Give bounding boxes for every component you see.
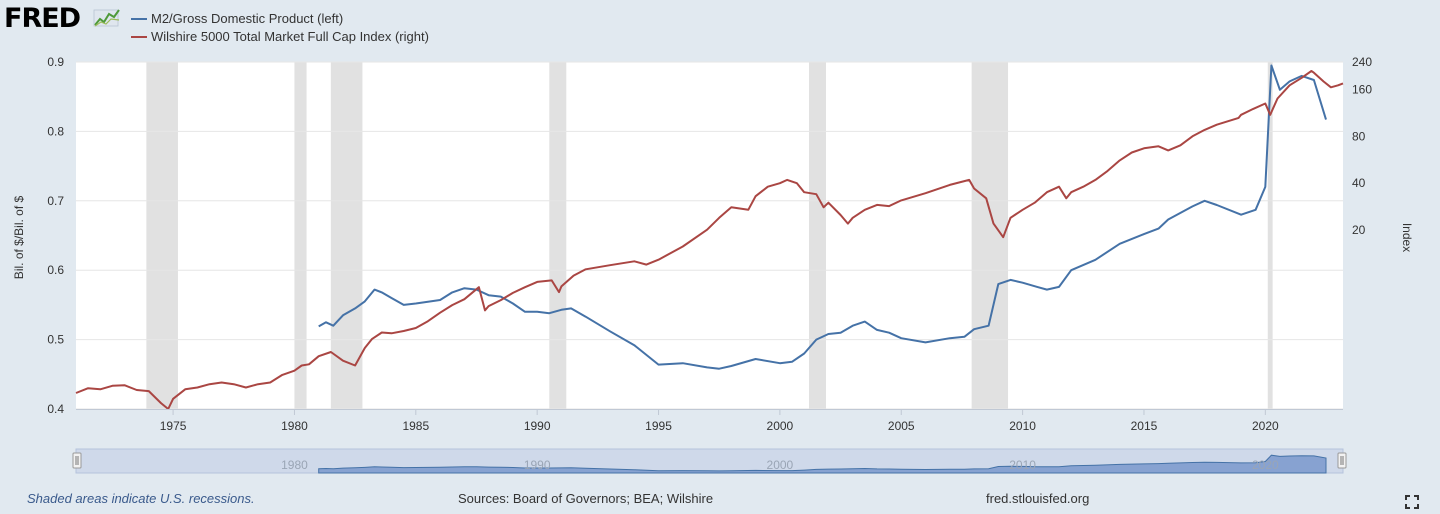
left-tick-label: 0.6	[47, 263, 64, 277]
x-tick-label: 2010	[1009, 419, 1036, 433]
x-tick-label: 1985	[402, 419, 429, 433]
range-navigator: 1980 1990 2000 2010 2020	[72, 448, 1347, 474]
legend-label: Wilshire 5000 Total Market Full Cap Inde…	[151, 29, 429, 44]
navigator-handle-right[interactable]	[1337, 452, 1347, 469]
left-tick-label: 0.7	[47, 194, 64, 208]
navigator-label: 2010	[1009, 458, 1036, 472]
left-tick-label: 0.5	[47, 333, 64, 347]
right-tick-label: 80	[1352, 129, 1366, 143]
left-tick-label: 0.4	[47, 402, 64, 416]
site-link[interactable]: fred.stlouisfed.org	[986, 491, 1090, 506]
line-chart-icon	[93, 9, 120, 27]
navigator-label: 2000	[767, 458, 794, 472]
x-tick-label: 1990	[524, 419, 551, 433]
navigator-label: 2020	[1252, 458, 1279, 472]
recession-bands	[146, 62, 1273, 409]
navigator-handle-left[interactable]	[72, 452, 82, 469]
recession-band	[294, 62, 307, 409]
right-tick-label: 240	[1352, 55, 1372, 69]
right-tick-label: 160	[1352, 82, 1372, 96]
recession-band	[809, 62, 827, 409]
navigator-label: 1980	[281, 458, 308, 472]
recession-band	[1267, 62, 1273, 409]
series-line-m2-gdp	[318, 64, 1327, 370]
series-line-wilshire-5000	[75, 70, 1344, 410]
fred-logo: FRED	[4, 3, 81, 34]
x-tick-label: 2015	[1131, 419, 1158, 433]
x-tick-label: 1995	[645, 419, 672, 433]
right-tick-label: 20	[1352, 223, 1366, 237]
legend-item-wilshire-5000[interactable]: Wilshire 5000 Total Market Full Cap Inde…	[131, 29, 429, 45]
legend-swatch	[131, 17, 147, 20]
x-tick-label: 2005	[888, 419, 915, 433]
x-tick-label: 2000	[767, 419, 794, 433]
recession-note: Shaded areas indicate U.S. recessions.	[27, 491, 255, 506]
handle-grip	[1337, 452, 1347, 469]
recession-band	[549, 62, 567, 409]
recession-band	[146, 62, 178, 409]
sources-text: Sources: Board of Governors; BEA; Wilshi…	[458, 491, 714, 506]
x-tick-label: 1980	[281, 419, 308, 433]
navigator-label: 1990	[524, 458, 551, 472]
legend-item-m2-gdp[interactable]: M2/Gross Domestic Product (left)	[131, 11, 343, 27]
plot-area	[76, 62, 1343, 409]
left-tick-label: 0.9	[47, 55, 64, 69]
x-tick-label: 1975	[160, 419, 187, 433]
handle-grip	[72, 452, 82, 469]
recession-band	[330, 62, 363, 409]
left-axis-title: Bil. of $/Bil. of $	[12, 195, 26, 279]
legend-swatch	[131, 35, 147, 38]
legend-label: M2/Gross Domestic Product (left)	[151, 11, 344, 26]
fullscreen-icon[interactable]	[1405, 495, 1419, 509]
left-tick-label: 0.8	[47, 124, 64, 138]
x-tick-label: 2020	[1252, 419, 1279, 433]
navigator-area	[318, 454, 1327, 474]
series-lines	[75, 64, 1344, 410]
right-axis-title: Index	[1400, 223, 1414, 252]
right-tick-label: 40	[1352, 176, 1366, 190]
